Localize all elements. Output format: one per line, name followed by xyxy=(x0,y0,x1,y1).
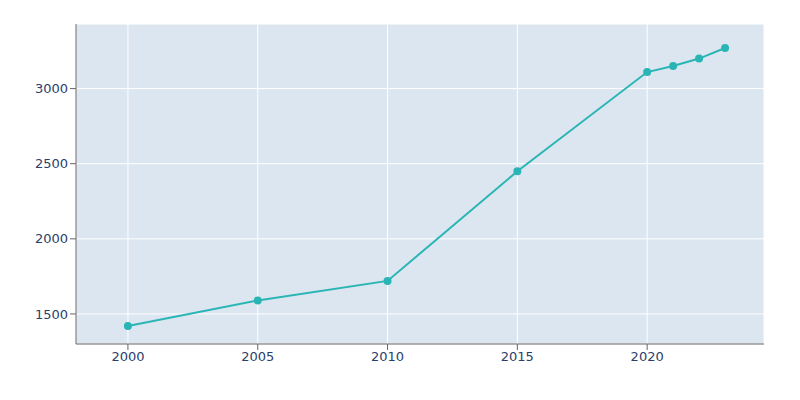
svg-text:2000: 2000 xyxy=(111,349,144,364)
svg-text:2000: 2000 xyxy=(35,231,68,246)
svg-text:2015: 2015 xyxy=(501,349,534,364)
svg-text:2500: 2500 xyxy=(35,156,68,171)
svg-text:2005: 2005 xyxy=(241,349,274,364)
svg-text:2010: 2010 xyxy=(371,349,404,364)
svg-text:2020: 2020 xyxy=(631,349,664,364)
svg-text:3000: 3000 xyxy=(35,81,68,96)
svg-text:1500: 1500 xyxy=(35,307,68,322)
